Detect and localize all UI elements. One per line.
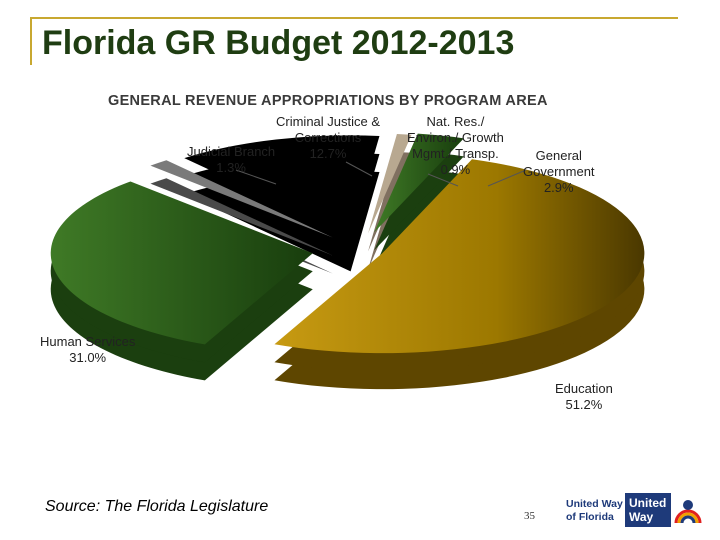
label-criminal-line2: Corrections [294, 130, 362, 145]
wordmark-line2: of Florida [566, 511, 614, 523]
label-natres-line1: Nat. Res./ [426, 114, 485, 129]
label-criminal-line1: Criminal Justice & [276, 114, 381, 129]
page-number: 35 [524, 510, 535, 522]
pie-slice-general-government [374, 133, 464, 233]
wordmark-line1: United Way [566, 498, 623, 510]
slide-title: Florida GR Budget 2012-2013 [42, 24, 515, 62]
pie-slice-nat-res [368, 133, 412, 234]
label-education-line1: Education [555, 381, 613, 396]
label-natres-line3: Mgmt./ Transp. [412, 146, 499, 161]
label-criminal-justice: Criminal Justice & Corrections 12.7% [276, 114, 380, 162]
leader-line-criminal [345, 161, 373, 177]
leader-line-natres [427, 173, 459, 187]
pie-slice-judicial [150, 160, 333, 238]
logo-box-line1: United [629, 496, 667, 510]
label-natres-line2: Environ./ Growth [407, 130, 504, 145]
label-general-value: 2.9% [543, 180, 574, 195]
chart-title: GENERAL REVENUE APPROPRIATIONS BY PROGRA… [108, 93, 548, 109]
pie-slice-human-services [50, 181, 313, 345]
label-human-services: Human Services 31.0% [40, 334, 135, 366]
pie-slice-wall-judicial [150, 178, 333, 256]
top-accent-rule [30, 17, 678, 19]
label-education-value: 51.2% [565, 397, 603, 412]
label-criminal-value: 12.7% [309, 146, 347, 161]
united-way-hand-rainbow-icon [674, 500, 702, 524]
left-accent-rule [30, 17, 32, 65]
source-note: Source: The Florida Legislature [45, 498, 269, 515]
label-judicial-branch: Judicial Branch 1.3% [187, 144, 275, 176]
label-judicial-line1: Judicial Branch [187, 144, 276, 159]
leader-line-general [487, 169, 527, 187]
label-general-government: General Government 2.9% [523, 148, 595, 196]
label-human-value: 31.0% [69, 350, 107, 365]
pie-slice-wall-general-government [374, 151, 464, 251]
pie-slice-education [274, 159, 645, 354]
label-human-line1: Human Services [40, 334, 136, 349]
label-judicial-value: 1.3% [216, 160, 246, 175]
label-general-line1: General [535, 148, 582, 163]
label-general-line2: Government [523, 164, 595, 179]
pie-slice-criminal-justice [184, 135, 380, 236]
logo-box-line2: Way [629, 510, 654, 524]
united-way-florida-wordmark: United Way of Florida [566, 498, 623, 524]
label-education: Education 51.2% [555, 381, 613, 413]
leader-line-judicial [235, 169, 277, 185]
label-nat-res: Nat. Res./ Environ./ Growth Mgmt./ Trans… [407, 114, 504, 178]
label-natres-value: 0.9% [440, 162, 471, 177]
united-way-logo-box: United Way [625, 493, 671, 527]
